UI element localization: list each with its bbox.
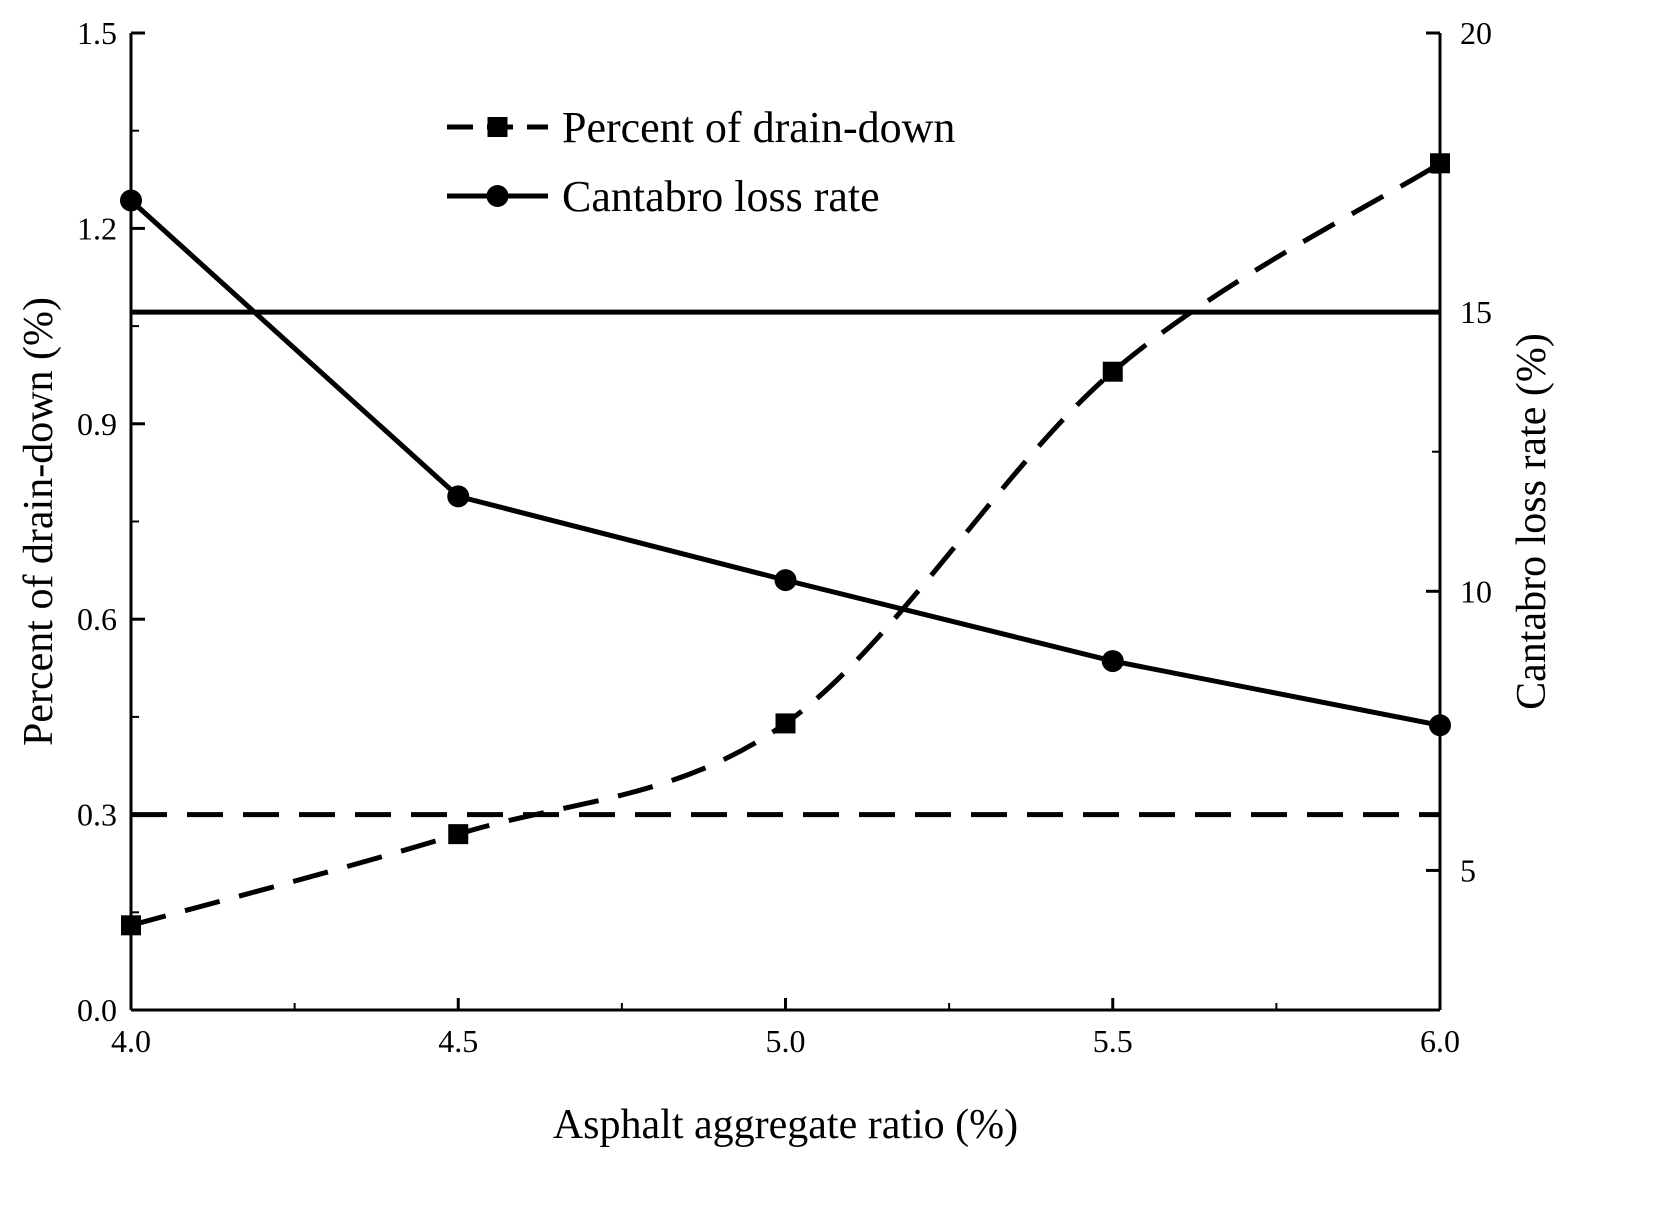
cantabro-point xyxy=(1101,650,1124,673)
drain-down-point xyxy=(1102,361,1123,382)
reference-lines xyxy=(131,309,1440,818)
right-y-axis-title: Cantabro loss rate (%) xyxy=(1509,333,1555,710)
right-y-tick-label: 20 xyxy=(1460,15,1492,51)
x-tick-label: 4.5 xyxy=(438,1023,478,1059)
legend: Percent of drain-down Cantabro loss rate xyxy=(447,103,955,221)
left-y-tick-label: 0.0 xyxy=(77,992,117,1028)
left-y-tick-label: 1.2 xyxy=(77,210,117,246)
left-y-tick-label: 0.9 xyxy=(77,406,117,442)
drain-down-point xyxy=(448,824,469,845)
right-y-tick-label: 5 xyxy=(1460,852,1476,888)
x-axis-title: Asphalt aggregate ratio (%) xyxy=(553,1102,1018,1148)
left-y-tick-label: 0.6 xyxy=(77,601,117,637)
legend-swatch-square-marker xyxy=(487,117,508,137)
x-tick-label: 5.5 xyxy=(1093,1023,1133,1059)
cantabro-point xyxy=(120,189,142,212)
left-y-tick-label: 1.5 xyxy=(77,15,117,51)
right-y-tick-label: 10 xyxy=(1460,573,1492,609)
cantabro-point xyxy=(774,569,797,592)
ticks: 4.0 4.5 5.0 5.5 6.0 0.0 0.3 0.6 0.9 1.2 1.5 5 10 15 20 xyxy=(77,15,1492,1059)
drain-down-point xyxy=(121,915,141,936)
left-y-tick-label: 0.3 xyxy=(77,797,117,833)
drain-down-point xyxy=(775,713,796,734)
x-tick-label: 5.0 xyxy=(766,1023,806,1059)
drain-down-point xyxy=(1430,153,1450,174)
left-y-axis-title: Percent of drain-down (%) xyxy=(16,297,62,746)
legend-swatch-circle-marker xyxy=(486,185,509,207)
x-tick-label: 6.0 xyxy=(1420,1023,1460,1059)
series-markers xyxy=(120,153,1451,936)
cantabro-point xyxy=(1429,714,1451,737)
legend-label-cantabro: Cantabro loss rate xyxy=(562,172,880,221)
drain-down-series-line xyxy=(130,161,1442,928)
right-y-tick-label: 15 xyxy=(1460,294,1492,330)
cantabro-point xyxy=(447,485,470,508)
x-tick-label: 4.0 xyxy=(111,1023,151,1059)
legend-label-drain-down: Percent of drain-down xyxy=(562,103,955,152)
